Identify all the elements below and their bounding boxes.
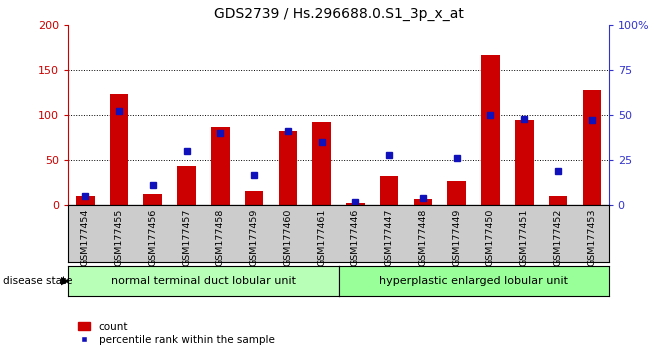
Legend: count, percentile rank within the sample: count, percentile rank within the sample: [74, 317, 279, 349]
Text: GSM177452: GSM177452: [553, 208, 562, 266]
Text: GSM177460: GSM177460: [283, 208, 292, 266]
Bar: [245, 191, 264, 205]
Bar: [76, 196, 94, 205]
Bar: [312, 122, 331, 205]
Text: GSM177447: GSM177447: [385, 208, 394, 266]
Bar: [549, 196, 567, 205]
Bar: [447, 181, 466, 205]
Text: GSM177461: GSM177461: [317, 208, 326, 266]
Title: GDS2739 / Hs.296688.0.S1_3p_x_at: GDS2739 / Hs.296688.0.S1_3p_x_at: [214, 7, 464, 21]
Text: normal terminal duct lobular unit: normal terminal duct lobular unit: [111, 275, 296, 286]
Bar: [515, 120, 534, 205]
Text: GSM177450: GSM177450: [486, 208, 495, 266]
Text: GSM177446: GSM177446: [351, 208, 360, 266]
Text: GSM177455: GSM177455: [115, 208, 124, 266]
Bar: [583, 90, 601, 205]
Bar: [380, 176, 398, 205]
Text: hyperplastic enlarged lobular unit: hyperplastic enlarged lobular unit: [379, 275, 568, 286]
Text: GSM177451: GSM177451: [519, 208, 529, 266]
Bar: [481, 55, 500, 205]
Text: GSM177453: GSM177453: [587, 208, 596, 266]
Text: GSM177448: GSM177448: [419, 208, 428, 266]
Text: GSM177459: GSM177459: [249, 208, 258, 266]
Text: GSM177449: GSM177449: [452, 208, 461, 266]
Text: ▶: ▶: [61, 275, 69, 286]
Text: disease state: disease state: [3, 275, 76, 286]
Bar: [110, 94, 128, 205]
Bar: [413, 199, 432, 205]
Text: GSM177458: GSM177458: [216, 208, 225, 266]
Text: GSM177456: GSM177456: [148, 208, 158, 266]
Bar: [143, 194, 162, 205]
Bar: [177, 166, 196, 205]
Bar: [346, 202, 365, 205]
Bar: [211, 127, 230, 205]
Text: GSM177457: GSM177457: [182, 208, 191, 266]
Bar: [279, 131, 297, 205]
Text: GSM177454: GSM177454: [81, 208, 90, 266]
